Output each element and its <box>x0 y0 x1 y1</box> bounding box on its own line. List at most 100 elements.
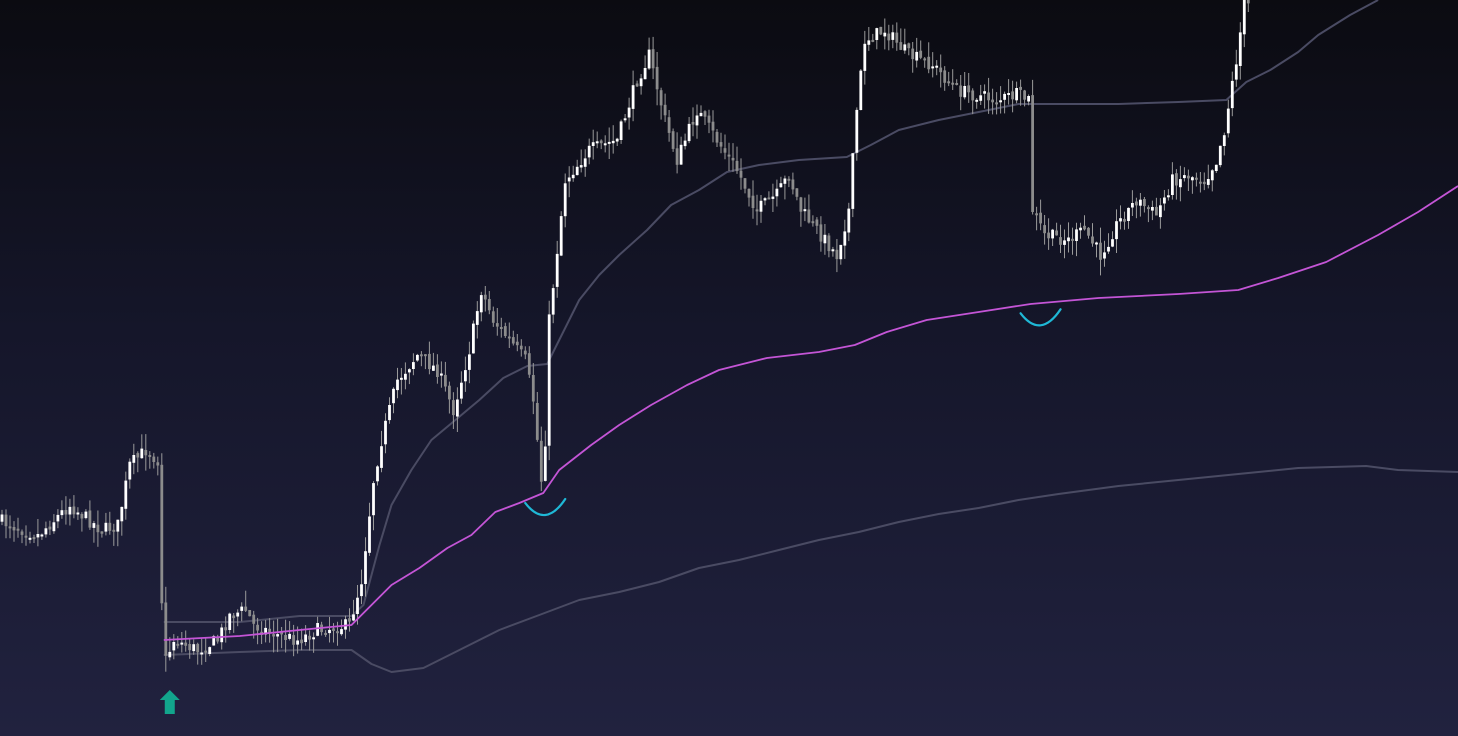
candle-body <box>1222 135 1226 146</box>
candle-body <box>428 353 431 370</box>
candle-body <box>180 642 184 645</box>
candle-body <box>184 642 188 646</box>
candle-body <box>999 100 1002 103</box>
candle-body <box>1063 240 1066 245</box>
candle-body <box>1111 239 1114 247</box>
candle-body <box>208 647 212 654</box>
candle-body <box>819 224 823 242</box>
candle-body <box>783 178 787 184</box>
candle-body <box>1007 93 1010 95</box>
candle-body <box>771 196 775 199</box>
candle-body <box>907 43 911 49</box>
candle-body <box>468 354 471 370</box>
candle-body <box>827 235 831 252</box>
candle-body <box>224 627 228 631</box>
upper-band-line <box>163 0 1379 623</box>
candle-body <box>931 66 935 69</box>
candle-body <box>563 183 567 217</box>
candle-body <box>8 526 12 529</box>
candles-layer <box>0 0 1250 672</box>
candle-body <box>472 323 475 354</box>
candle-body <box>583 158 587 167</box>
candle-body <box>88 510 92 528</box>
candle-body <box>627 107 631 118</box>
candle-body <box>571 174 575 179</box>
candle-body <box>739 170 743 178</box>
candle-body <box>264 627 267 635</box>
candle-body <box>483 294 487 300</box>
candle-body <box>1043 225 1046 234</box>
candle-body <box>475 311 479 325</box>
candle-body <box>352 614 355 621</box>
candle-body <box>515 341 519 346</box>
candle-body <box>272 634 275 637</box>
candle-body <box>1167 195 1170 198</box>
vwap-touch-marker <box>524 497 567 517</box>
candle-body <box>547 314 551 446</box>
candle-body <box>1179 179 1182 188</box>
candle-body <box>1199 181 1202 184</box>
candle-body <box>495 323 499 327</box>
candle-body <box>855 109 859 153</box>
candle-body <box>823 234 827 244</box>
candle-body <box>1195 177 1198 180</box>
candle-body <box>951 82 955 85</box>
candle-body <box>815 219 819 226</box>
candle-body <box>0 514 4 522</box>
candle-body <box>44 528 48 535</box>
annotations-layer <box>159 308 1062 714</box>
candle-body <box>312 637 315 640</box>
candle-body <box>104 522 108 532</box>
candle-body <box>56 514 60 522</box>
candle-body <box>499 327 503 329</box>
candle-body <box>1107 246 1110 252</box>
candle-body <box>280 632 283 635</box>
candle-body <box>452 400 455 416</box>
candle-body <box>252 614 256 624</box>
candle-body <box>356 597 359 614</box>
candle-body <box>1011 91 1014 100</box>
candle-body <box>240 606 244 611</box>
candle-body <box>168 651 172 658</box>
candle-body <box>1159 205 1162 218</box>
candle-body <box>843 231 847 246</box>
candle-body <box>324 632 327 635</box>
candle-body <box>1147 207 1150 210</box>
candle-body <box>755 209 759 212</box>
candle-body <box>703 111 707 117</box>
candle-body <box>659 90 663 106</box>
candle-body <box>328 629 331 634</box>
candle-body <box>963 86 967 98</box>
candle-body <box>759 200 763 212</box>
candle-body <box>228 613 232 630</box>
candle-body <box>959 85 963 97</box>
candle-body <box>156 462 160 466</box>
candle-body <box>579 165 583 168</box>
candle-body <box>587 145 591 158</box>
candle-body <box>927 56 931 70</box>
candle-body <box>348 618 351 622</box>
candle-body <box>699 112 703 117</box>
candle-body <box>68 506 72 515</box>
candle-body <box>751 195 755 208</box>
candle-body <box>448 385 451 400</box>
candle-body <box>248 610 252 617</box>
candle-body <box>523 350 527 355</box>
candle-body <box>887 33 891 41</box>
candle-body <box>1103 252 1106 259</box>
candle-body <box>336 631 339 634</box>
candle-body <box>1246 0 1250 4</box>
candle-body <box>847 208 851 233</box>
candle-body <box>1238 32 1242 66</box>
candle-body <box>192 644 196 652</box>
candle-body <box>1210 170 1214 181</box>
candle-body <box>148 455 152 457</box>
candle-body <box>675 148 679 165</box>
candle-body <box>1099 242 1102 260</box>
candle-body <box>991 99 994 103</box>
candle-body <box>795 188 799 197</box>
candle-body <box>436 364 439 377</box>
candle-body <box>1131 203 1134 208</box>
candle-body <box>507 336 511 339</box>
candle-body <box>1206 179 1210 185</box>
